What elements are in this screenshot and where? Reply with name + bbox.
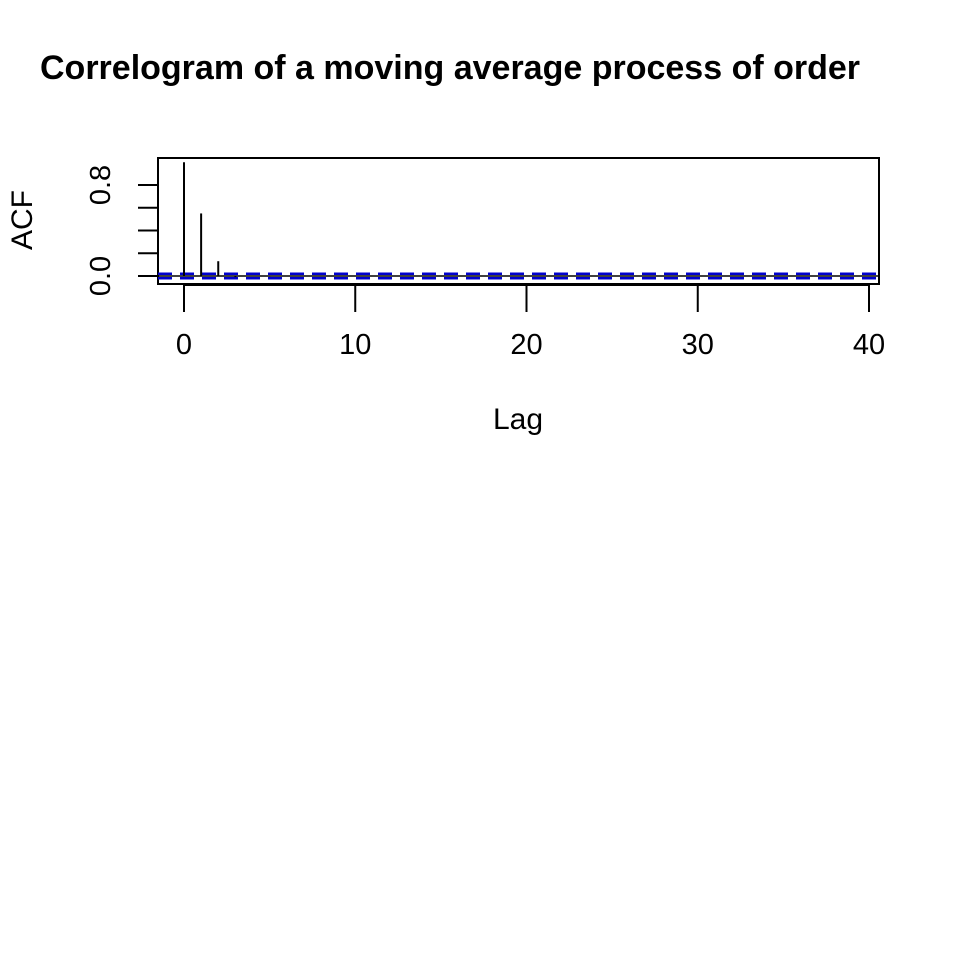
x-tick-label: 30 [682,329,714,361]
x-tick-label: 40 [853,329,885,361]
x-tick-label: 0 [176,329,192,361]
y-tick-label: 0.0 [85,256,117,296]
y-axis-label: ACF [6,190,39,250]
y-tick-label: 0.8 [85,165,117,205]
x-tick-label: 20 [510,329,542,361]
chart-title: Correlogram of a moving average process … [40,49,861,87]
plot-frame [157,157,880,285]
x-axis-label: Lag [492,403,544,436]
x-tick-label: 10 [339,329,371,361]
